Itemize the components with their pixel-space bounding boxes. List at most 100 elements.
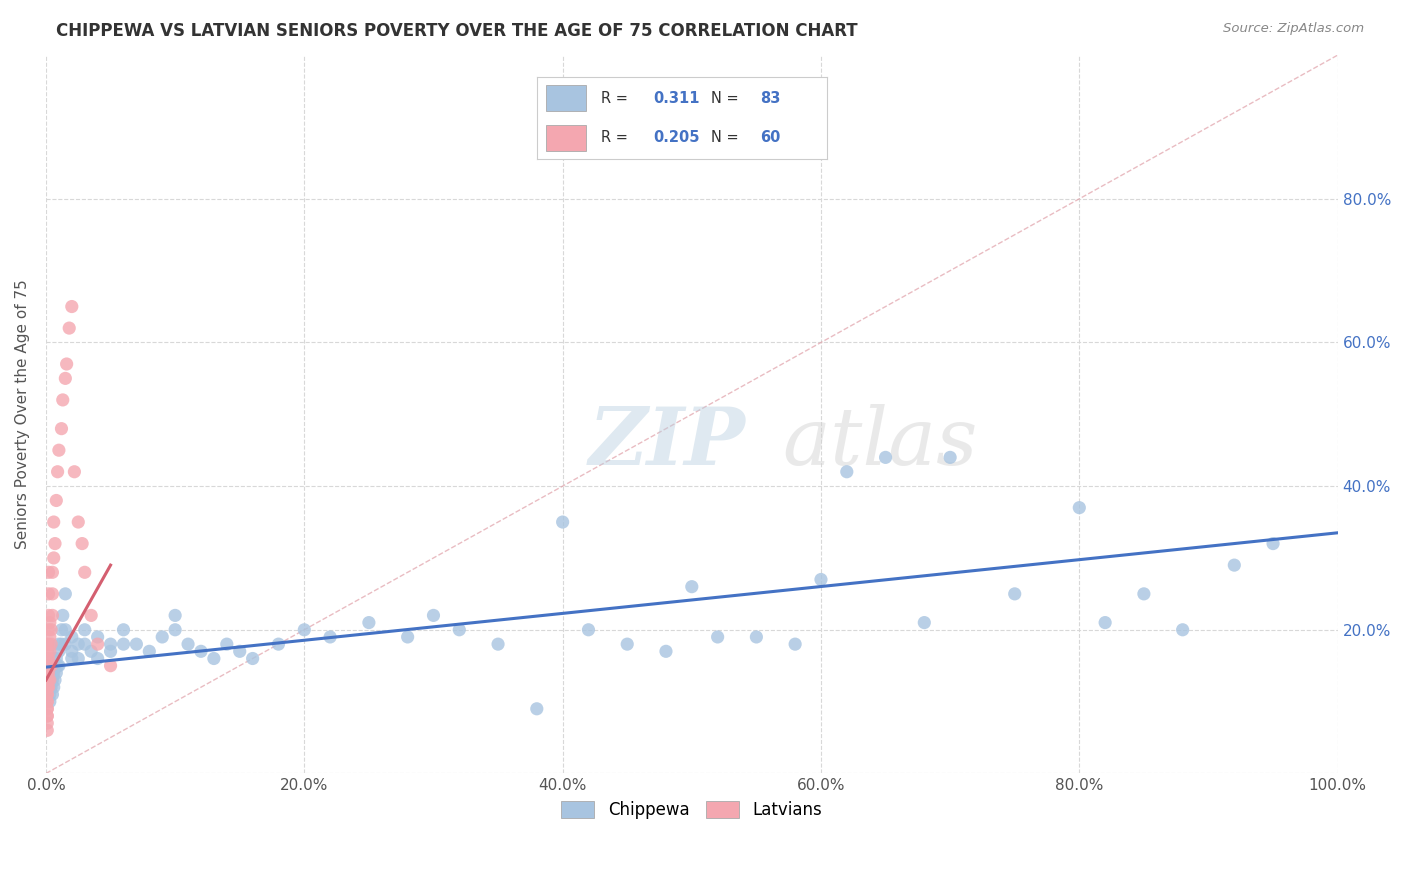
Point <box>228 644 250 658</box>
Point <box>38 623 60 637</box>
Point <box>1094 615 1116 630</box>
Point <box>38 651 60 665</box>
Point <box>37 723 59 738</box>
Point <box>73 623 96 637</box>
Y-axis label: Seniors Poverty Over the Age of 75: Seniors Poverty Over the Age of 75 <box>15 279 30 549</box>
Point <box>422 608 444 623</box>
Point <box>38 680 60 694</box>
Point <box>45 493 67 508</box>
Point <box>37 702 59 716</box>
Point <box>86 637 108 651</box>
Point <box>53 587 76 601</box>
Point <box>38 680 60 694</box>
Point <box>37 680 59 694</box>
Point <box>48 637 70 651</box>
Point <box>1223 558 1246 573</box>
Point <box>38 566 60 580</box>
Point <box>60 630 83 644</box>
Point <box>48 658 70 673</box>
Point <box>53 637 76 651</box>
Point <box>37 695 59 709</box>
Point <box>44 673 66 687</box>
Point <box>60 300 83 314</box>
Point <box>73 637 96 651</box>
Point <box>38 637 60 651</box>
Point <box>138 644 160 658</box>
Point <box>86 630 108 644</box>
Point <box>86 651 108 665</box>
Point <box>37 702 59 716</box>
Point <box>1261 536 1284 550</box>
Point <box>38 630 60 644</box>
Point <box>810 573 832 587</box>
Point <box>745 630 768 644</box>
Point <box>875 450 897 465</box>
Point <box>38 673 60 687</box>
Point <box>37 673 59 687</box>
Point <box>38 673 60 687</box>
Point <box>46 465 69 479</box>
Point <box>112 623 135 637</box>
Point <box>42 665 65 680</box>
Point <box>38 658 60 673</box>
Point <box>42 680 65 694</box>
Point <box>1171 623 1194 637</box>
Point <box>38 658 60 673</box>
Point <box>267 637 290 651</box>
Point <box>80 644 103 658</box>
Point <box>177 637 200 651</box>
Text: CHIPPEWA VS LATVIAN SENIORS POVERTY OVER THE AGE OF 75 CORRELATION CHART: CHIPPEWA VS LATVIAN SENIORS POVERTY OVER… <box>56 22 858 40</box>
Point <box>41 608 63 623</box>
Point <box>45 665 67 680</box>
Point <box>51 637 73 651</box>
Point <box>912 615 935 630</box>
Point <box>38 687 60 701</box>
Point <box>215 637 238 651</box>
Point <box>939 450 962 465</box>
Point <box>60 644 83 658</box>
Point <box>292 623 315 637</box>
Point <box>73 566 96 580</box>
Point <box>706 630 728 644</box>
Point <box>486 637 509 651</box>
Point <box>37 665 59 680</box>
Point <box>42 515 65 529</box>
Point <box>785 637 807 651</box>
Point <box>150 630 173 644</box>
Legend: Chippewa, Latvians: Chippewa, Latvians <box>554 795 830 826</box>
Point <box>681 580 703 594</box>
Point <box>42 651 65 665</box>
Point <box>38 615 60 630</box>
Point <box>37 716 59 731</box>
Point <box>100 658 122 673</box>
Point <box>39 637 62 651</box>
Point <box>655 644 678 658</box>
Point <box>39 623 62 637</box>
Point <box>67 637 90 651</box>
Point <box>202 651 225 665</box>
Point <box>38 665 60 680</box>
Point <box>242 651 264 665</box>
Point <box>616 637 638 651</box>
Point <box>526 702 548 716</box>
Point <box>41 587 63 601</box>
Point <box>41 673 63 687</box>
Point <box>37 665 59 680</box>
Point <box>578 623 600 637</box>
Point <box>39 665 62 680</box>
Point <box>37 637 59 651</box>
Point <box>1133 587 1156 601</box>
Point <box>52 608 75 623</box>
Point <box>37 651 59 665</box>
Point <box>100 637 122 651</box>
Point <box>165 623 187 637</box>
Point <box>37 709 59 723</box>
Point <box>1004 587 1026 601</box>
Point <box>51 623 73 637</box>
Point <box>53 371 76 385</box>
Point <box>1069 500 1091 515</box>
Point <box>38 673 60 687</box>
Point <box>38 665 60 680</box>
Point <box>37 687 59 701</box>
Point <box>42 550 65 565</box>
